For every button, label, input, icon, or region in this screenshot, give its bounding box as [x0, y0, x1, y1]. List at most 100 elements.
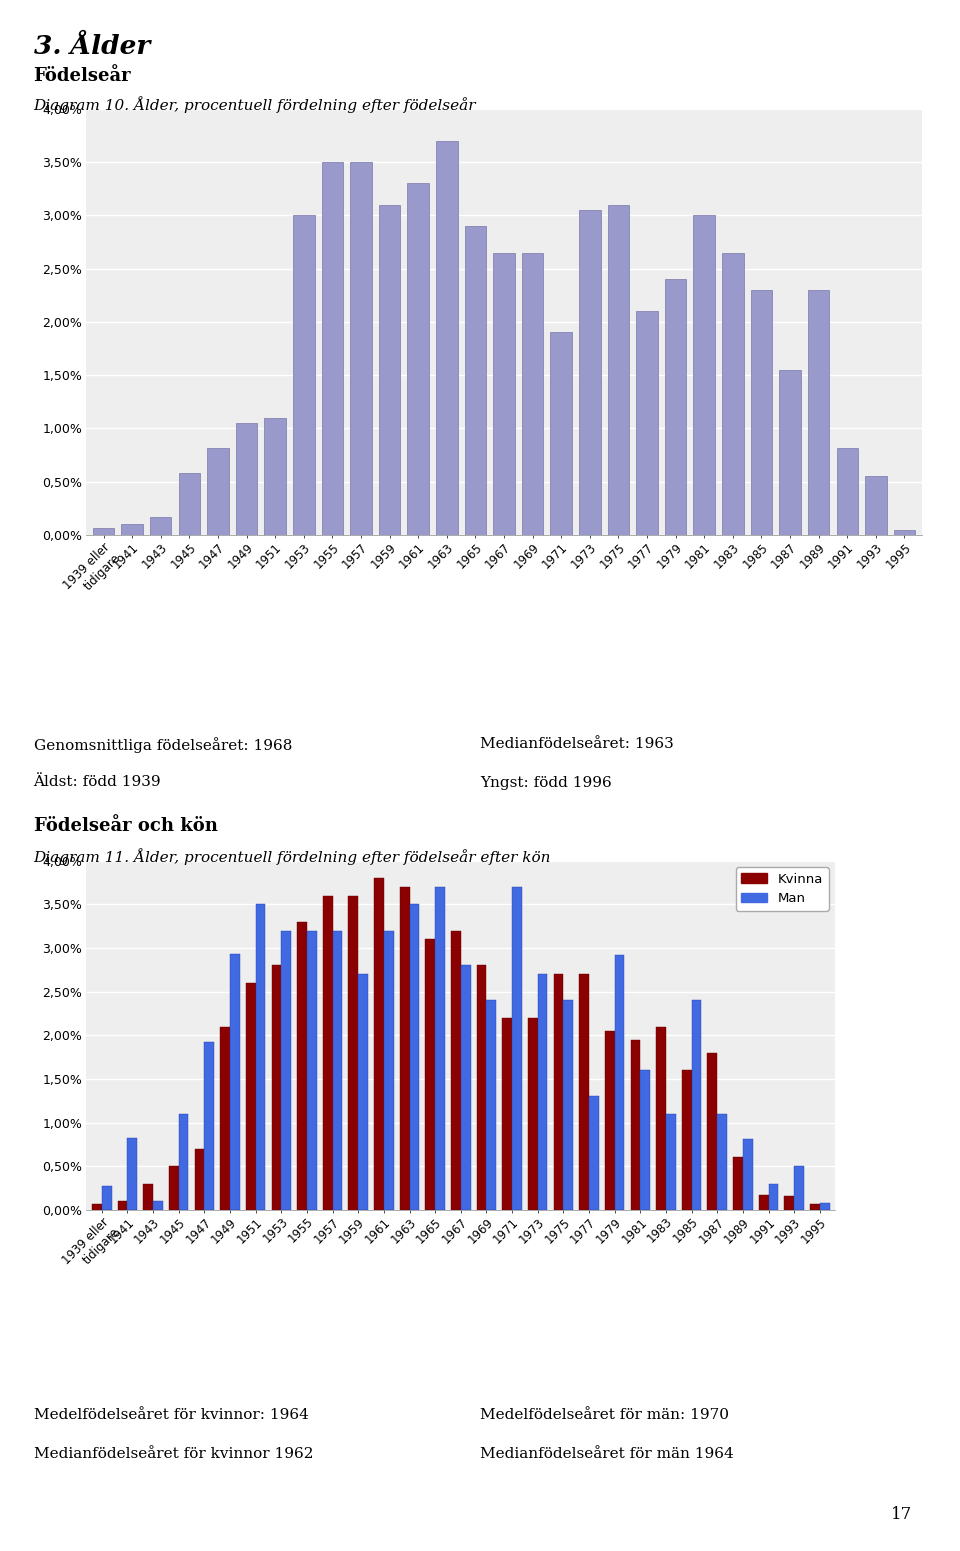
Bar	[666, 1114, 676, 1210]
Bar	[169, 1166, 179, 1210]
Bar	[751, 290, 772, 535]
Bar	[384, 931, 394, 1210]
Bar	[323, 895, 332, 1210]
Bar	[410, 904, 420, 1210]
Bar	[179, 473, 200, 535]
Bar	[348, 895, 358, 1210]
Bar	[246, 983, 255, 1210]
Bar	[425, 940, 435, 1210]
Bar	[614, 955, 624, 1210]
Bar	[784, 1196, 794, 1210]
Bar	[836, 448, 858, 535]
Bar	[550, 332, 572, 535]
Bar	[465, 226, 486, 535]
Bar	[399, 887, 410, 1210]
Bar	[605, 1031, 614, 1210]
Text: Genomsnittliga födelseåret: 1968: Genomsnittliga födelseåret: 1968	[34, 737, 292, 752]
Bar	[579, 974, 589, 1210]
Bar	[92, 1204, 102, 1210]
Bar	[121, 524, 143, 535]
Text: Medianfödelseåret för män 1964: Medianfödelseåret för män 1964	[480, 1447, 733, 1461]
Bar	[493, 253, 515, 535]
Bar	[708, 1053, 717, 1210]
Bar	[657, 1027, 666, 1210]
Bar	[810, 1204, 820, 1210]
Text: Medelfödelseåret för män: 1970: Medelfödelseåret för män: 1970	[480, 1408, 729, 1422]
Bar	[554, 974, 564, 1210]
Bar	[512, 887, 522, 1210]
Text: 3. Ålder: 3. Ålder	[34, 34, 150, 59]
Bar	[264, 417, 286, 535]
Bar	[207, 448, 228, 535]
Text: Äldst: född 1939: Äldst: född 1939	[34, 776, 161, 789]
Text: Medelfödelseåret för kvinnor: 1964: Medelfödelseåret för kvinnor: 1964	[34, 1408, 308, 1422]
Bar	[195, 1149, 204, 1210]
Bar	[636, 312, 658, 535]
Bar	[894, 530, 915, 535]
Bar	[769, 1183, 779, 1210]
Bar	[118, 1200, 128, 1210]
Bar	[281, 931, 291, 1210]
Bar	[451, 931, 461, 1210]
Bar	[579, 209, 601, 535]
Bar	[865, 476, 887, 535]
Bar	[743, 1138, 753, 1210]
Bar	[143, 1183, 153, 1210]
Text: Yngst: född 1996: Yngst: född 1996	[480, 776, 612, 789]
Bar	[293, 216, 315, 535]
Bar	[693, 216, 715, 535]
Text: Födelseår: Födelseår	[34, 67, 132, 85]
Bar	[682, 1070, 691, 1210]
Bar	[179, 1114, 188, 1210]
Bar	[502, 1017, 512, 1210]
Bar	[640, 1070, 650, 1210]
Bar	[204, 1042, 214, 1210]
Bar	[758, 1194, 769, 1210]
Bar	[272, 965, 281, 1210]
Bar	[358, 974, 368, 1210]
Bar	[102, 1187, 111, 1210]
Bar	[128, 1138, 137, 1210]
Text: Medianfödelseåret för kvinnor 1962: Medianfödelseåret för kvinnor 1962	[34, 1447, 313, 1461]
Bar	[220, 1027, 230, 1210]
Bar	[528, 1017, 538, 1210]
Bar	[522, 253, 543, 535]
Bar	[608, 205, 629, 535]
Bar	[717, 1114, 727, 1210]
Bar	[379, 205, 400, 535]
Bar	[461, 965, 470, 1210]
Text: Diagram 11. Ålder, procentuell fördelning efter födelseår efter kön: Diagram 11. Ålder, procentuell fördelnin…	[34, 848, 551, 865]
Text: Diagram 10. Ålder, procentuell fördelning efter födelseår: Diagram 10. Ålder, procentuell fördelnin…	[34, 96, 476, 113]
Bar	[332, 931, 343, 1210]
Bar	[780, 369, 801, 535]
Bar	[407, 183, 429, 535]
Text: 17: 17	[891, 1506, 912, 1523]
Bar	[307, 931, 317, 1210]
Bar	[477, 965, 487, 1210]
Bar	[722, 253, 744, 535]
Bar	[808, 290, 829, 535]
Bar	[665, 279, 686, 535]
Bar	[150, 516, 172, 535]
Bar	[298, 921, 307, 1210]
Bar	[733, 1157, 743, 1210]
Bar	[230, 954, 240, 1210]
Bar	[691, 1000, 702, 1210]
Bar	[589, 1097, 599, 1210]
Bar	[487, 1000, 496, 1210]
Bar	[794, 1166, 804, 1210]
Bar	[631, 1039, 640, 1210]
Bar	[93, 527, 114, 535]
Bar	[374, 878, 384, 1210]
Bar	[435, 887, 444, 1210]
Legend: Kvinna, Man: Kvinna, Man	[735, 867, 828, 910]
Bar	[436, 141, 458, 535]
Bar	[322, 161, 343, 535]
Bar	[820, 1204, 829, 1210]
Bar	[236, 423, 257, 535]
Bar	[564, 1000, 573, 1210]
Bar	[255, 904, 265, 1210]
Bar	[153, 1200, 163, 1210]
Text: Födelseår och kön: Födelseår och kön	[34, 817, 218, 836]
Bar	[538, 974, 547, 1210]
